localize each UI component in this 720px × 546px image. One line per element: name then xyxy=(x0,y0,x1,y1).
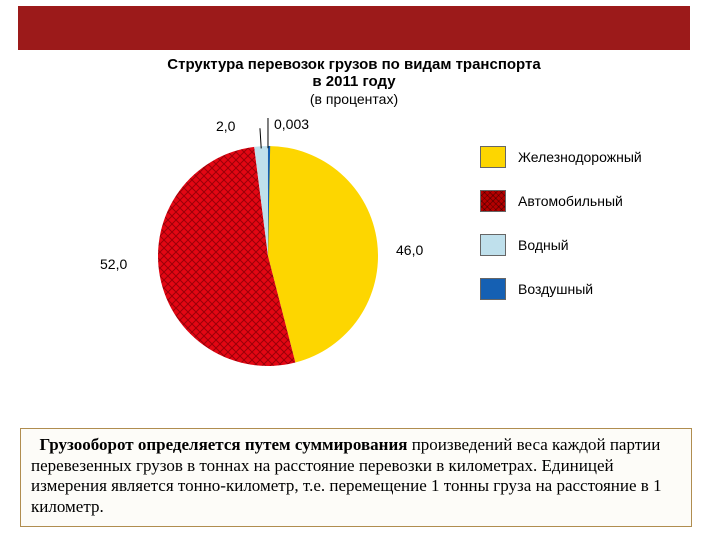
slice-label: 46,0 xyxy=(396,242,423,258)
legend-swatch xyxy=(480,146,506,168)
chart-subtitle: (в процентах) xyxy=(18,91,690,107)
pie-chart xyxy=(148,136,388,376)
legend-label: Железнодорожный xyxy=(518,149,642,165)
legend-item: Автомобильный xyxy=(480,190,670,212)
legend-item: Водный xyxy=(480,234,670,256)
legend-swatch xyxy=(480,190,506,212)
caption-lead: Грузооборот определяется путем суммирова… xyxy=(40,435,408,454)
caption-box: Грузооборот определяется путем суммирова… xyxy=(20,428,692,527)
legend-label: Автомобильный xyxy=(518,193,623,209)
legend-label: Водный xyxy=(518,237,569,253)
chart-area: Структура перевозок грузов по видам тран… xyxy=(18,56,690,416)
chart-title-line1: Структура перевозок грузов по видам тран… xyxy=(167,56,540,73)
legend-swatch xyxy=(480,234,506,256)
slice-label: 0,003 xyxy=(274,116,309,132)
legend-item: Воздушный xyxy=(480,278,670,300)
legend-label: Воздушный xyxy=(518,281,593,297)
leader-lines xyxy=(260,118,268,148)
slice-label: 52,0 xyxy=(100,256,127,272)
legend-swatch xyxy=(480,278,506,300)
chart-title: Структура перевозок грузов по видам тран… xyxy=(18,56,690,90)
legend: Железнодорожный Автомобильный Водный Воздуш… xyxy=(480,146,670,322)
slice-label: 2,0 xyxy=(216,118,235,134)
chart-title-line2: в 2011 году xyxy=(312,73,395,90)
legend-item: Железнодорожный xyxy=(480,146,670,168)
header-bar xyxy=(18,6,690,50)
